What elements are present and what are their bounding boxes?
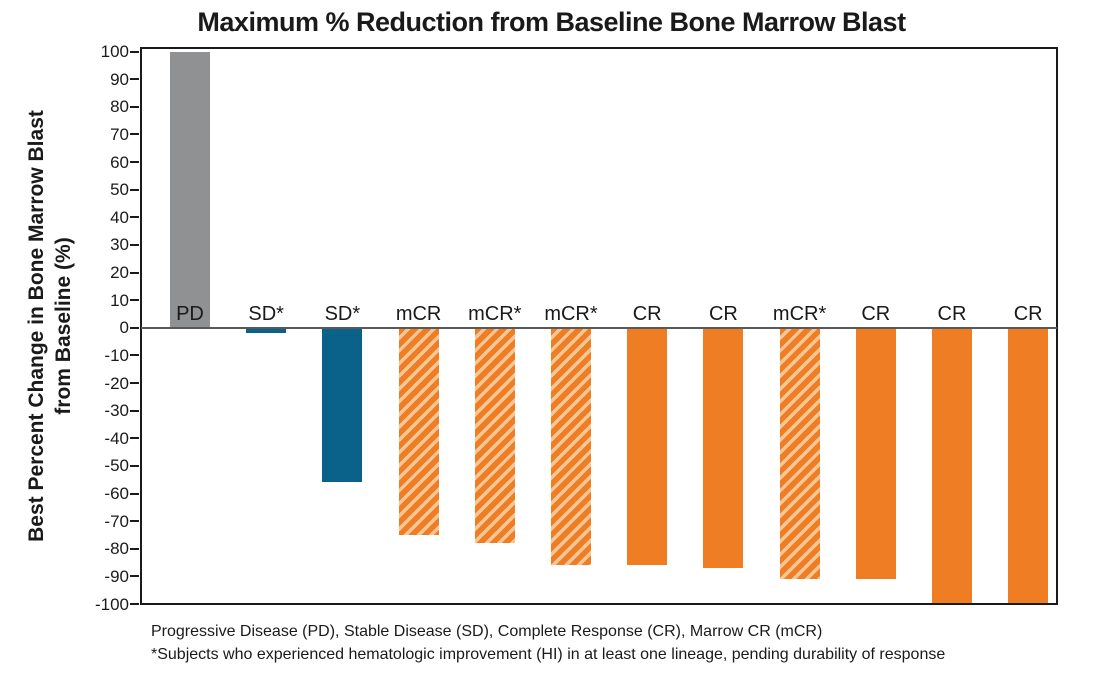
y-tick-mark <box>130 161 139 163</box>
y-tick-label: -90 <box>104 566 129 586</box>
y-tick-label: 20 <box>110 263 129 282</box>
bar-1-PD <box>170 51 210 328</box>
bar-4-mCR <box>398 327 439 535</box>
y-tick-mark <box>130 492 139 495</box>
y-tick-label: 90 <box>110 69 129 89</box>
y-tick-label: -60 <box>104 484 129 503</box>
y-axis-label-line2: from Baseline (%) <box>52 237 75 415</box>
y-tick-mark <box>130 78 139 81</box>
bar-category-label: mCR* <box>772 302 827 325</box>
bar-6-mCR-hi <box>551 327 591 566</box>
bar-11-CR <box>932 327 972 603</box>
bar-12-CR <box>1008 327 1049 603</box>
y-tick-label: 10 <box>110 290 129 310</box>
plot-area <box>140 47 1058 605</box>
y-tick-mark <box>130 437 139 440</box>
bar-category-label: SD* <box>324 302 361 325</box>
bar-category-label: PD <box>176 302 204 325</box>
y-tick-mark <box>130 105 139 108</box>
y-tick-label: -100 <box>94 594 129 614</box>
bar-10-CR <box>855 327 896 580</box>
bar-category-label: mCR <box>395 302 442 325</box>
y-tick-mark <box>130 243 139 246</box>
bar-category-label: SD* <box>248 302 284 325</box>
y-tick-label: -30 <box>104 401 129 421</box>
footnote-line1: Progressive Disease (PD), Stable Disease… <box>151 623 823 640</box>
y-tick-mark <box>130 520 139 523</box>
y-axis-label: Best Percent Change in Bone Marrow Blast… <box>23 46 77 606</box>
y-tick-label: 40 <box>110 207 129 227</box>
y-tick-label: 30 <box>110 235 129 255</box>
bar-5-mCR-hi <box>474 327 515 544</box>
bar-8-CR <box>703 327 744 569</box>
y-tick-label: -70 <box>104 511 129 531</box>
footnote-line2: *Subjects who experienced hematologic im… <box>151 645 946 663</box>
zero-baseline <box>141 326 1057 329</box>
y-tick-mark <box>130 354 139 357</box>
bar-9-mCR-hi <box>779 327 820 580</box>
y-tick-mark <box>130 326 139 329</box>
bar-category-label: CR <box>708 302 738 325</box>
y-tick-mark <box>130 547 139 550</box>
y-tick-mark <box>130 299 139 302</box>
bar-3-SD-hi <box>322 327 363 483</box>
chart-title: Maximum % Reduction from Baseline Bone M… <box>197 7 906 37</box>
bar-7-CR <box>627 327 668 566</box>
y-tick-label: 100 <box>100 42 129 61</box>
bar-category-label: mCR* <box>544 302 598 325</box>
y-tick-label: -20 <box>104 373 129 393</box>
bar-category-label: CR <box>632 302 662 325</box>
y-tick-mark <box>130 464 139 467</box>
y-tick-mark <box>130 188 139 191</box>
y-tick-label: 70 <box>110 124 129 144</box>
y-tick-label: -40 <box>104 428 129 448</box>
y-tick-mark <box>130 382 139 384</box>
y-tick-label: 60 <box>110 152 129 172</box>
y-tick-mark <box>130 271 139 274</box>
y-tick-label: 0 <box>119 318 129 338</box>
y-axis-label-line1: Best Percent Change in Bone Marrow Blast <box>25 110 48 542</box>
y-tick-mark <box>130 409 139 412</box>
bar-category-label: CR <box>861 302 891 325</box>
y-tick-mark <box>130 50 139 53</box>
y-tick-mark <box>130 216 139 219</box>
y-tick-label: -50 <box>104 456 129 476</box>
y-tick-label: 50 <box>110 180 129 200</box>
bar-2-SD-hi <box>246 327 287 334</box>
bar-category-label: mCR* <box>468 302 522 325</box>
y-tick-label: -10 <box>104 345 129 365</box>
bar-category-label: CR <box>1013 302 1043 325</box>
footnote: Progressive Disease (PD), Stable Disease… <box>151 621 945 666</box>
y-tick-label: -80 <box>104 539 129 559</box>
y-tick-mark <box>130 133 139 136</box>
y-tick-mark <box>130 603 139 605</box>
y-tick-mark <box>130 575 139 578</box>
y-tick-label: 80 <box>110 97 129 117</box>
bar-category-label: CR <box>937 302 967 325</box>
